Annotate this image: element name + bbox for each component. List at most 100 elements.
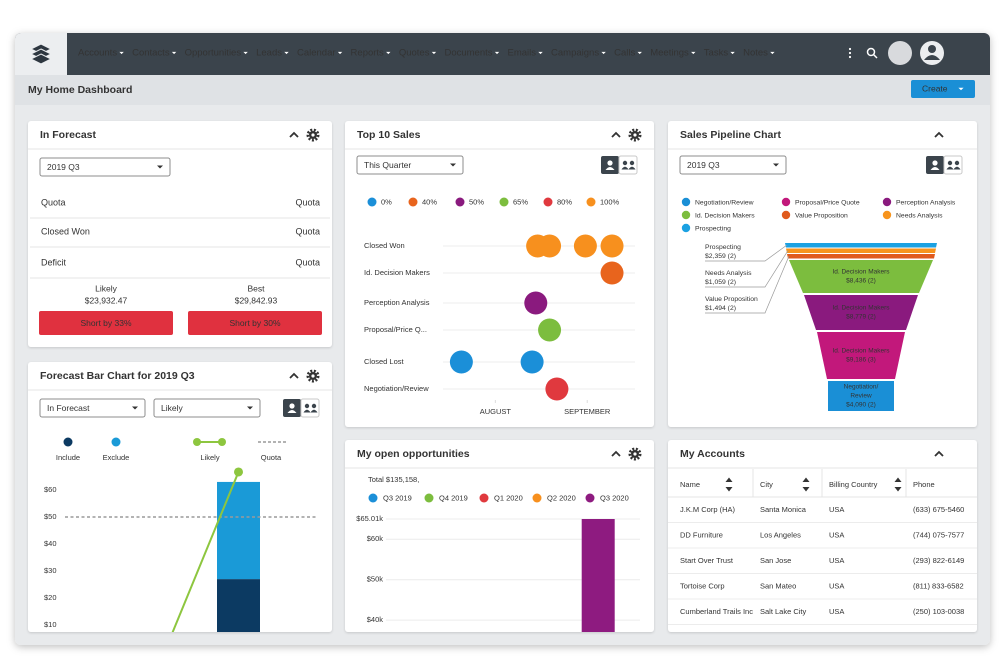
legend-label: Include	[56, 453, 80, 462]
nav-menu-item[interactable]: Calls	[614, 48, 635, 59]
account-link[interactable]: Tortoise Corp	[680, 581, 725, 590]
nav-menu-item[interactable]: Notes	[743, 48, 768, 59]
nav-menu-item[interactable]: Reports	[351, 48, 385, 59]
nav-menu-item[interactable]: Emails	[508, 48, 537, 59]
bubble[interactable]	[573, 234, 597, 258]
dropdown[interactable]	[39, 398, 146, 418]
status-button[interactable]	[188, 311, 322, 335]
settings-icon[interactable]	[306, 128, 320, 142]
nav-menu-item[interactable]: Calendar	[297, 48, 336, 59]
legend-label: 40%	[422, 197, 437, 206]
table-cell: (633) 675-5460	[913, 505, 964, 514]
funnel-outside-label: Prospecting	[705, 244, 741, 251]
more-dot[interactable]	[848, 47, 852, 51]
column-header[interactable]: Billing Country	[829, 480, 878, 489]
account-link[interactable]: Start Over Trust	[680, 556, 734, 565]
account-link[interactable]: DD Furniture	[680, 530, 723, 539]
legend-label: Exclude	[103, 453, 130, 462]
table-cell: USA	[829, 581, 844, 590]
legend-label: 0%	[381, 197, 392, 206]
dropdown[interactable]	[153, 398, 261, 418]
bubble[interactable]	[600, 261, 624, 285]
sort-icon[interactable]	[725, 477, 733, 492]
search-icon[interactable]	[866, 47, 876, 57]
legend-dot	[455, 197, 465, 207]
legend-label: Q3 2020	[600, 493, 629, 502]
collapse-icon[interactable]	[934, 450, 944, 457]
sort-icon[interactable]	[894, 477, 902, 492]
caret	[770, 51, 775, 55]
plot-area	[65, 467, 316, 632]
bubble[interactable]	[545, 377, 569, 401]
bubble[interactable]	[524, 291, 548, 315]
nav-menu-item[interactable]: Quotes	[399, 48, 430, 59]
nav-menu-item[interactable]: Tasks	[704, 48, 729, 59]
group-icon	[304, 403, 310, 409]
status-button[interactable]	[39, 311, 173, 335]
more-dot[interactable]	[848, 51, 852, 55]
dropdown-value: In Forecast	[47, 403, 90, 413]
legend-dot	[424, 493, 434, 503]
column-header[interactable]: Name	[680, 480, 700, 489]
settings-icon[interactable]	[628, 128, 642, 142]
notification-avatar[interactable]	[888, 41, 912, 65]
collapse-icon[interactable]	[934, 131, 944, 138]
settings-icon[interactable]	[306, 369, 320, 383]
forecast-row-value: Quota	[295, 226, 320, 236]
dropdown[interactable]	[679, 155, 787, 175]
view-toggle-team[interactable]	[943, 155, 963, 175]
panel	[345, 121, 654, 427]
more-dot[interactable]	[848, 55, 852, 59]
legend-label: Value Proposition	[795, 212, 848, 219]
sort-icon[interactable]	[802, 477, 810, 492]
dropdown[interactable]	[39, 157, 171, 177]
legend-dot	[532, 493, 542, 503]
view-toggle-team[interactable]	[300, 398, 320, 418]
collapse-icon[interactable]	[611, 131, 621, 138]
panel-title: My open opportunities	[357, 448, 470, 460]
panel	[28, 121, 332, 347]
bar[interactable]	[581, 519, 615, 652]
nav-menu-item[interactable]: Accounts	[78, 48, 117, 59]
nav-menu-item[interactable]: Contacts	[132, 48, 170, 59]
nav-menu-item[interactable]: Opportunities	[185, 48, 242, 59]
account-link[interactable]: J.K.M Corp (HA)	[680, 505, 736, 514]
nav-menu-item[interactable]: Campaigns	[551, 48, 599, 59]
caret	[538, 51, 543, 55]
funnel-segment	[828, 381, 894, 411]
view-toggle-team[interactable]	[618, 155, 638, 175]
nav-menu-item[interactable]: Meetings	[650, 48, 689, 59]
forecast-row-label: Deficit	[41, 257, 67, 267]
category-label: Id. Decision Makers	[364, 268, 430, 277]
legend-label: Id. Decision Makers	[695, 212, 755, 219]
y-tick-label: $40	[44, 539, 57, 548]
x-tick-label: SEPTEMBER	[564, 407, 611, 416]
bubble[interactable]	[520, 350, 544, 374]
legend-line-dot	[218, 438, 226, 446]
collapse-icon[interactable]	[289, 372, 299, 379]
search-handle	[872, 53, 878, 59]
bubble[interactable]	[600, 234, 624, 258]
collapse-icon[interactable]	[289, 131, 299, 138]
nav-menu-item[interactable]: Leads	[256, 48, 282, 59]
collapse-icon[interactable]	[611, 450, 621, 457]
dropdown[interactable]	[356, 155, 464, 175]
caret	[601, 51, 606, 55]
forecast-row-value: Quota	[295, 257, 320, 267]
header-bar	[15, 75, 990, 105]
caret	[247, 406, 253, 410]
panel-title: My Accounts	[680, 448, 745, 460]
column-header[interactable]: Phone	[913, 480, 935, 489]
bubble[interactable]	[538, 318, 562, 342]
settings-icon[interactable]	[628, 447, 642, 461]
group-icon	[954, 160, 960, 166]
bubble[interactable]	[538, 234, 562, 258]
funnel-segment-amount: $4,090 (2)	[846, 402, 876, 409]
column-header[interactable]: City	[760, 480, 773, 489]
bubble[interactable]	[449, 350, 473, 374]
create-label[interactable]: Create	[922, 83, 948, 93]
nav-menu-item[interactable]: Documents	[444, 48, 492, 59]
create-button[interactable]	[911, 80, 975, 98]
panel-title: Forecast Bar Chart for 2019 Q3	[40, 370, 195, 382]
account-link[interactable]: Cumberland Trails Inc	[680, 607, 753, 616]
